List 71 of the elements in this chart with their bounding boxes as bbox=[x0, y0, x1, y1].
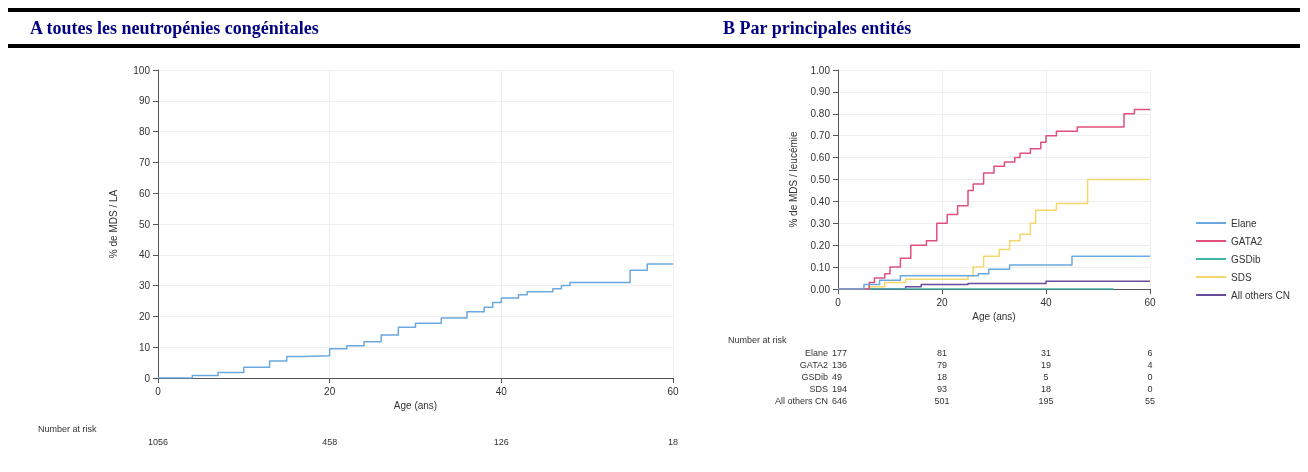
chart-title: A toutes les neutropénies congénitales bbox=[30, 17, 319, 39]
y-tick-label: 90 bbox=[138, 95, 151, 107]
x-tick-label: 0 bbox=[155, 385, 162, 397]
text: 18 bbox=[667, 436, 679, 447]
y-tick-label: 0.80 bbox=[810, 108, 831, 120]
text: 4 bbox=[1147, 359, 1153, 370]
x-tick-label: 40 bbox=[1040, 296, 1052, 308]
x-tick-label: 40 bbox=[495, 385, 508, 397]
text: 93 bbox=[936, 383, 948, 394]
text: Elane bbox=[804, 347, 828, 358]
y-tick-label: 80 bbox=[138, 126, 151, 138]
text: 1056 bbox=[147, 436, 169, 447]
legend-label: All others CN bbox=[1231, 289, 1290, 301]
legend-label: Elane bbox=[1231, 217, 1258, 229]
text: 195 bbox=[1038, 395, 1054, 406]
y-tick-label: 100 bbox=[133, 64, 151, 76]
text: Number at risk bbox=[38, 423, 98, 434]
text: 136 bbox=[832, 359, 848, 370]
y-tick-label: 0.40 bbox=[810, 195, 831, 207]
y-axis-title: % de MDS / leucémie bbox=[787, 130, 799, 228]
text: 501 bbox=[934, 395, 950, 406]
text: GSDib bbox=[801, 371, 828, 382]
y-tick-label: 60 bbox=[138, 187, 151, 199]
text: 126 bbox=[493, 436, 509, 447]
text: 18 bbox=[936, 371, 948, 382]
y-tick-label: 70 bbox=[138, 156, 151, 168]
y-tick-label: 0 bbox=[144, 372, 151, 384]
y-tick-label: 0.00 bbox=[810, 283, 831, 295]
text: GATA2 bbox=[799, 359, 828, 370]
text: 177 bbox=[832, 347, 848, 358]
text: 81 bbox=[936, 347, 948, 358]
y-tick-label: 20 bbox=[138, 310, 151, 322]
y-tick-label: 0.10 bbox=[810, 261, 831, 273]
x-tick-label: 0 bbox=[835, 296, 842, 308]
y-tick-label: 0.70 bbox=[810, 130, 831, 142]
y-tick-label: 0.60 bbox=[810, 152, 831, 164]
text: 0 bbox=[1147, 371, 1153, 382]
x-tick-label: 20 bbox=[936, 296, 948, 308]
text: 18 bbox=[1040, 383, 1052, 394]
y-tick-label: 10 bbox=[138, 341, 151, 353]
text: 19 bbox=[1040, 359, 1052, 370]
text: SDS bbox=[809, 383, 828, 394]
text: Number at risk bbox=[728, 334, 788, 345]
y-tick-label: 0.50 bbox=[810, 174, 831, 185]
legend-label: GATA2 bbox=[1231, 235, 1263, 247]
y-tick-label: 0.30 bbox=[810, 217, 831, 229]
y-axis-title: % de MDS / LA bbox=[107, 189, 119, 259]
x-tick-label: 20 bbox=[324, 385, 336, 397]
x-axis-title: Age (ans) bbox=[393, 400, 438, 412]
y-tick-label: 0.20 bbox=[810, 239, 831, 251]
x-axis-title: Age (ans) bbox=[972, 311, 1016, 323]
y-tick-label: 1.00 bbox=[810, 64, 831, 76]
y-tick-label: 40 bbox=[138, 249, 151, 261]
text: All others CN bbox=[774, 395, 828, 406]
chart-title: B Par principales entités bbox=[723, 17, 912, 39]
text: 458 bbox=[322, 436, 338, 447]
text: 5 bbox=[1043, 371, 1049, 382]
legend-label: GSDib bbox=[1231, 253, 1261, 265]
text: 79 bbox=[936, 359, 948, 370]
y-tick-label: 50 bbox=[138, 218, 151, 230]
y-tick-label: 30 bbox=[138, 280, 151, 292]
y-tick-label: 0.90 bbox=[810, 86, 831, 98]
text: 194 bbox=[832, 383, 848, 394]
text: 49 bbox=[832, 371, 843, 382]
legend-label: SDS bbox=[1231, 271, 1252, 283]
x-tick-label: 60 bbox=[667, 385, 679, 397]
x-tick-label: 60 bbox=[1144, 296, 1156, 308]
text: 55 bbox=[1144, 395, 1156, 406]
text: 646 bbox=[832, 395, 848, 406]
text: 31 bbox=[1040, 347, 1052, 358]
text: 6 bbox=[1147, 347, 1153, 358]
